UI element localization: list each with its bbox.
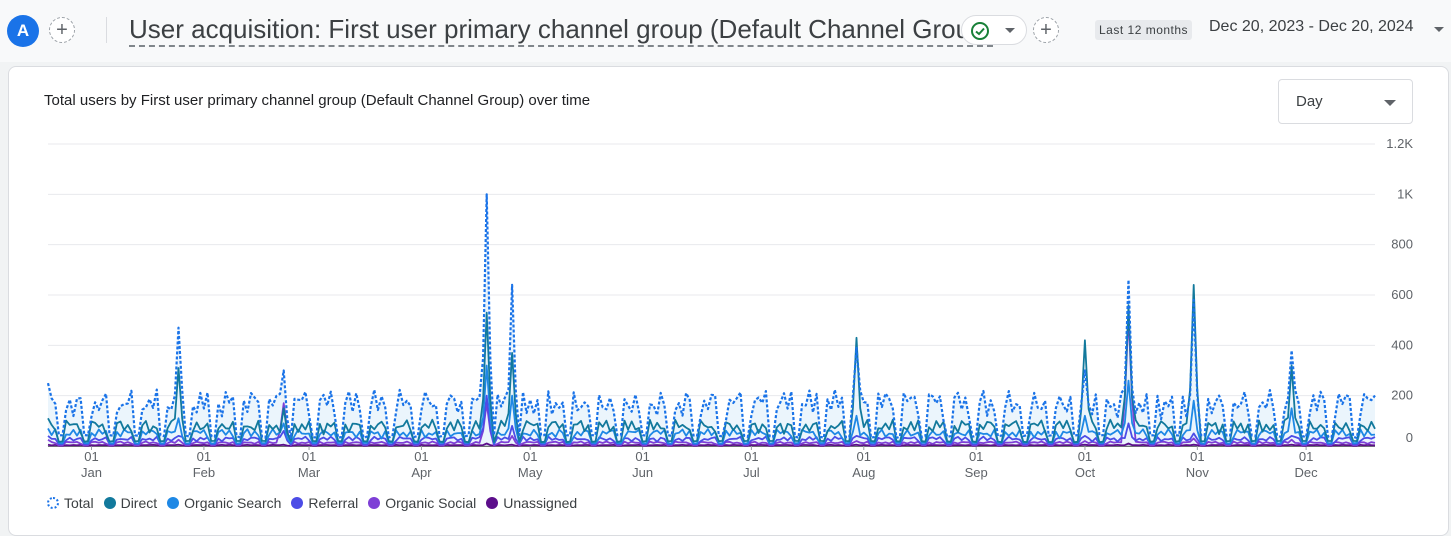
series-line-referral[interactable] — [47, 394, 1376, 446]
y-tick-label: 600 — [1391, 287, 1413, 302]
x-tick-day: 01 — [744, 449, 758, 464]
x-tick-month: Aug — [852, 465, 875, 480]
date-range-label: Last 12 months — [1095, 20, 1193, 40]
legend-item-total[interactable]: Total — [47, 495, 94, 511]
report-title[interactable]: User acquisition: First user primary cha… — [129, 13, 994, 47]
x-tick-day: 01 — [414, 449, 428, 464]
x-tick-month: May — [518, 465, 543, 480]
x-tick-month: Jul — [743, 465, 760, 480]
y-tick-label: 1K — [1397, 186, 1413, 201]
legend-label: Total — [64, 495, 94, 511]
x-tick-month: Mar — [298, 465, 321, 480]
y-tick-label: 1.2K — [1386, 136, 1413, 151]
x-tick-day: 01 — [969, 449, 983, 464]
report-header: A + User acquisition: First user primary… — [0, 0, 1451, 62]
y-tick-label: 800 — [1391, 237, 1413, 252]
date-range-picker[interactable]: Dec 20, 2023 - Dec 20, 2024 — [1209, 18, 1414, 35]
y-tick-label: 200 — [1391, 388, 1413, 403]
report-status-dropdown[interactable] — [961, 15, 1027, 45]
legend-item-organic-social[interactable]: Organic Social — [368, 495, 476, 511]
legend-item-organic-search[interactable]: Organic Search — [167, 495, 281, 511]
chevron-down-icon[interactable] — [1434, 27, 1444, 32]
x-tick-day: 01 — [1299, 449, 1313, 464]
x-tick-day: 01 — [302, 449, 316, 464]
x-tick-month: Nov — [1186, 465, 1210, 480]
plus-icon: + — [56, 18, 68, 41]
legend-label: Referral — [308, 495, 359, 511]
x-tick-month: Feb — [193, 465, 215, 480]
legend-label: Organic Search — [184, 495, 282, 511]
legend-swatch — [167, 497, 180, 509]
x-tick-day: 01 — [197, 449, 211, 464]
legend-swatch — [47, 497, 59, 509]
x-tick-month: Apr — [411, 465, 432, 480]
granularity-select[interactable]: Day — [1278, 79, 1413, 124]
x-tick-month: Jun — [632, 465, 653, 480]
legend-item-unassigned[interactable]: Unassigned — [486, 495, 577, 511]
x-tick-day: 01 — [84, 449, 98, 464]
legend-item-referral[interactable]: Referral — [291, 495, 358, 511]
legend-swatch — [486, 497, 499, 509]
add-comparison-button[interactable]: + — [49, 17, 75, 43]
x-tick-month: Jan — [81, 465, 102, 480]
add-report-item-button[interactable]: + — [1033, 17, 1059, 43]
series-line-total[interactable] — [46, 193, 1376, 439]
x-tick-month: Oct — [1075, 465, 1096, 480]
legend-label: Direct — [120, 495, 158, 511]
check-circle-icon — [971, 22, 989, 40]
divider — [106, 17, 107, 43]
legend-swatch — [103, 497, 116, 509]
x-tick-month: Sep — [965, 465, 988, 480]
x-tick-day: 01 — [1078, 449, 1092, 464]
granularity-value: Day — [1296, 93, 1323, 110]
legend-label: Organic Social — [385, 495, 477, 511]
plus-icon: + — [1040, 18, 1052, 41]
legend-label: Unassigned — [503, 495, 578, 511]
x-tick-day: 01 — [523, 449, 537, 464]
users-over-time-chart[interactable]: 02004006008001K1.2K01Jan01Feb01Mar01Apr0… — [0, 130, 1451, 490]
chevron-down-icon — [1005, 28, 1015, 33]
legend-swatch — [291, 497, 304, 509]
legend-item-direct[interactable]: Direct — [103, 495, 158, 511]
series-line-organic-search[interactable] — [47, 364, 1376, 445]
account-avatar[interactable]: A — [7, 15, 39, 47]
chart-title: Total users by First user primary channe… — [44, 92, 591, 109]
x-tick-day: 01 — [857, 449, 871, 464]
series-line-organic-social[interactable] — [47, 314, 1376, 447]
chart-legend: Total Direct Organic Search Referral Organic… — [47, 495, 587, 511]
y-tick-label: 400 — [1391, 337, 1413, 352]
x-tick-month: Dec — [1295, 465, 1319, 480]
series-line-direct[interactable] — [47, 284, 1376, 444]
legend-swatch — [368, 497, 381, 509]
x-tick-day: 01 — [635, 449, 649, 464]
y-tick-label: 0 — [1406, 430, 1413, 445]
chevron-down-icon — [1384, 100, 1396, 106]
x-tick-day: 01 — [1190, 449, 1204, 464]
